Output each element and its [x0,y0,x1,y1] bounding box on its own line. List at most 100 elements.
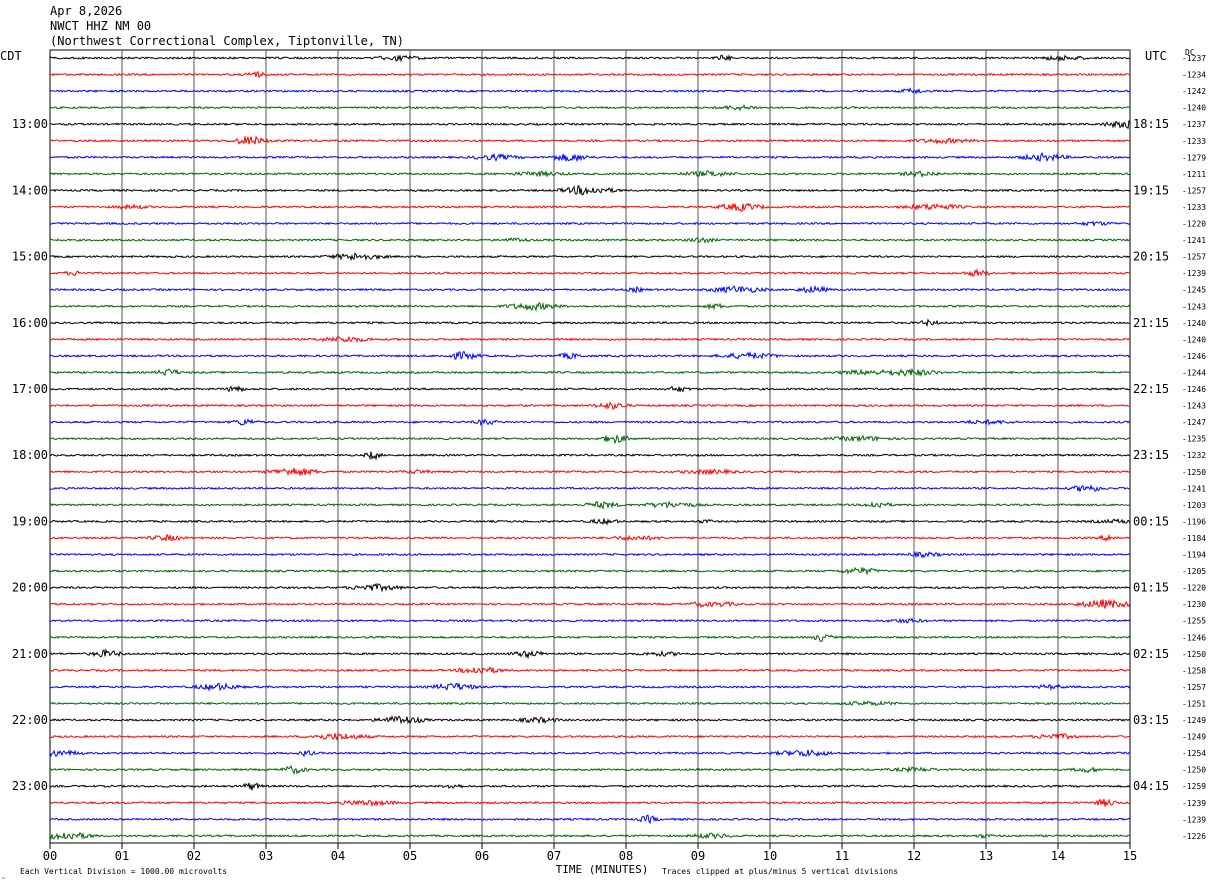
dc-offset-label: -1220 [1182,220,1206,229]
cdt-hour-label: 21:00 [12,647,48,661]
seismic-trace [49,169,1131,178]
dc-offset-label: -1257 [1182,683,1206,692]
dc-offset-label: -1250 [1182,650,1206,659]
dc-offset-label: -1240 [1182,104,1206,113]
x-tick-label: 11 [835,849,849,863]
dc-offset-label: -1241 [1182,484,1206,493]
dc-offset-label: -1251 [1182,699,1206,708]
dc-offset-label: -1279 [1182,153,1206,162]
seismic-trace [49,533,1131,543]
seismic-trace [49,104,1131,112]
cdt-hour-label: 17:00 [12,382,48,396]
seismic-trace [49,617,1131,625]
seismic-trace [49,500,1131,510]
dc-offset-label: -1254 [1182,749,1206,758]
seismic-trace [49,70,1130,79]
seismic-trace [49,87,1131,95]
seismic-trace [49,385,1131,393]
dc-offset-label: -1240 [1182,335,1206,344]
dc-offset-label: -1249 [1182,733,1206,742]
cdt-hour-label: 20:00 [12,581,48,595]
seismic-trace [49,418,1131,427]
plot-date: Apr 8,2026 [50,4,123,18]
x-tick-label: 08 [619,849,633,863]
seismic-trace [49,267,1131,278]
plot-frame [49,49,1131,844]
clip-note: Traces clipped at plus/minus 5 vertical … [662,867,899,876]
seismic-trace [49,566,1131,576]
utc-hour-label: 22:15 [1133,382,1169,396]
dc-offset-label: -1250 [1182,766,1206,775]
x-tick-label: 10 [763,849,777,863]
dc-offset-label: -1250 [1182,468,1206,477]
station-code: NWCT HHZ NM 00 [50,19,152,33]
dc-offset-label: -1241 [1182,236,1206,245]
dc-offset-label: -1184 [1182,534,1206,543]
dc-offset-label: -1247 [1182,418,1206,427]
dc-offset-label: -1239 [1182,269,1206,278]
x-axis-title: TIME (MINUTES) [556,863,649,876]
dc-offset-label: -1242 [1182,87,1206,96]
x-tick-label: 12 [907,849,921,863]
cdt-hour-label: 18:00 [12,448,48,462]
left-timezone-label: CDT [0,49,22,63]
seismic-trace [49,634,1131,643]
dc-offset-label: -1237 [1182,54,1206,63]
seismic-trace [49,434,1131,445]
x-tick-label: 15 [1123,849,1137,863]
utc-hour-label: 19:15 [1133,183,1169,197]
dc-offset-label: -1203 [1182,501,1206,510]
cdt-hour-label: 14:00 [12,183,48,197]
dc-offset-label: -1235 [1182,435,1206,444]
seismic-trace [49,550,1131,559]
dc-offset-label: -1233 [1182,137,1206,146]
seismic-trace [49,682,1131,692]
seismic-trace [49,202,1131,212]
utc-hour-label: 21:15 [1133,316,1169,330]
dc-offset-label: -1232 [1182,451,1206,460]
dc-offset-label: -1257 [1182,186,1206,195]
seismic-trace [49,367,1131,378]
dc-offset-label: -1257 [1182,253,1206,262]
seismic-trace [49,484,1131,493]
dc-offset-header: DC [1185,48,1195,57]
cdt-hour-label: 22:00 [12,713,48,727]
x-tick-label: 09 [691,849,705,863]
dc-offset-label: -1259 [1182,782,1206,791]
x-tick-label: 13 [979,849,993,863]
utc-hour-label: 03:15 [1133,713,1169,727]
seismic-trace [49,318,1131,328]
seismic-trace [49,350,1131,361]
dc-offset-label: -1239 [1182,799,1206,808]
seismic-trace [49,335,1131,343]
seismic-trace [49,798,1131,808]
seismic-trace [49,151,1131,163]
dc-offset-label: -1245 [1182,286,1206,295]
x-tick-label: 02 [187,849,201,863]
seismic-trace [49,582,1131,593]
division-note: Each Vertical Division = 1000.00 microvo… [20,867,228,876]
utc-hour-label: 02:15 [1133,647,1169,661]
cdt-hour-label: 15:00 [12,250,48,264]
x-tick-label: 06 [475,849,489,863]
cdt-hour-label: 19:00 [12,514,48,528]
dc-offset-label: -1246 [1182,385,1206,394]
seismic-trace [49,782,1131,791]
x-tick-label: 03 [259,849,273,863]
seismic-trace [49,252,1131,262]
dc-offset-label: -1246 [1182,633,1206,642]
utc-hour-label: 20:15 [1133,250,1169,264]
dc-offset-label: -1249 [1182,716,1206,725]
seismic-trace [50,598,1131,609]
seismic-trace [49,764,1131,776]
dc-offset-label: -1205 [1182,567,1206,576]
corner-mark: ‸ [2,870,5,879]
cdt-hour-label: 16:00 [12,316,48,330]
dc-offset-label: -1246 [1182,352,1206,361]
dc-offset-label: -1194 [1182,551,1206,560]
x-tick-label: 07 [547,849,561,863]
seismic-trace [49,220,1131,228]
seismic-trace [49,732,1131,741]
utc-hour-label: 01:15 [1133,581,1169,595]
dc-offset-label: -1233 [1182,203,1206,212]
